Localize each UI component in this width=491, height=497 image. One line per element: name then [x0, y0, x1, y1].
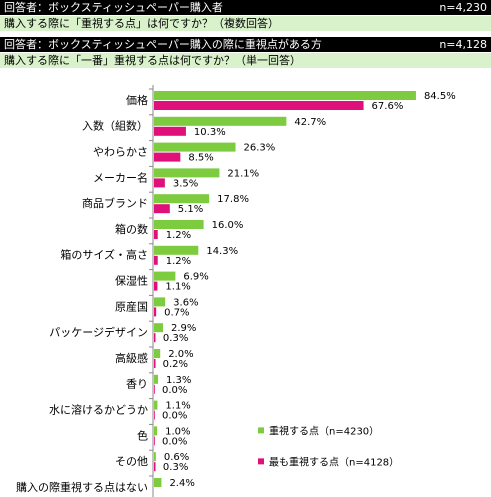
category-label: やわらかさ: [93, 146, 148, 159]
bar-important: [154, 374, 159, 384]
data-label: 17.8%: [217, 194, 249, 205]
bar-important: [154, 142, 236, 152]
bar-most-important: [154, 359, 156, 368]
respondents-header-2: 回答者：ボックスティッシュペーパー購入の際に重視点がある方 n=4,128: [0, 37, 491, 52]
bar-most-important: [154, 281, 158, 291]
data-label: 26.3%: [244, 143, 276, 154]
data-label: 14.3%: [206, 246, 238, 257]
bar-important: [154, 168, 220, 178]
data-label: 0.0%: [162, 385, 187, 396]
legend-label: 最も重視する点（n=4128）: [269, 455, 399, 468]
data-label: 0.2%: [163, 359, 188, 370]
data-label: 1.3%: [166, 375, 191, 386]
sample-size-1: n=4,230: [439, 1, 487, 14]
bar-important: [154, 478, 162, 487]
bar-most-important: [154, 178, 165, 188]
data-label: 2.9%: [171, 323, 196, 334]
data-label: 8.5%: [188, 153, 213, 164]
category-label: 価格: [126, 93, 148, 107]
question-header-2: 購入する際に「一番」重視する点は何ですか？（単一回答）: [0, 53, 491, 68]
category-label: パッケージデザイン: [49, 325, 148, 339]
bar-most-important: [154, 307, 157, 317]
category-label: その他: [115, 455, 148, 468]
legend-label: 重視する点（n=4230）: [269, 424, 379, 437]
bar-important: [154, 194, 210, 204]
bar-most-important: [154, 255, 158, 265]
bar-important: [154, 220, 204, 229]
data-label: 0.6%: [164, 452, 189, 463]
data-label: 67.6%: [372, 101, 404, 112]
data-label: 0.3%: [163, 462, 188, 473]
category-label: 箱の数: [115, 222, 148, 236]
data-label: 1.2%: [166, 230, 191, 241]
category-label: メーカー名: [93, 170, 148, 184]
data-label: 10.3%: [194, 127, 226, 138]
data-label: 0.7%: [164, 307, 189, 318]
data-label: 1.1%: [165, 282, 190, 293]
bar-important: [154, 245, 199, 255]
question-header-1: 購入する際に「重視する点」は何ですか？（複数回答）: [0, 16, 491, 31]
bar-most-important: [154, 101, 364, 110]
data-label: 16.0%: [212, 220, 244, 231]
bar-important: [154, 271, 176, 281]
bar-most-important: [154, 204, 170, 214]
question-text-2: 購入する際に「一番」重視する点は何ですか？（単一回答）: [4, 54, 301, 67]
data-label: 6.9%: [183, 272, 208, 283]
category-label: 箱のサイズ・高さ: [60, 248, 148, 262]
data-label: 2.4%: [169, 478, 194, 489]
category-label: 保湿性: [115, 274, 148, 288]
data-label: 42.7%: [294, 117, 326, 128]
data-label: 0.3%: [163, 333, 188, 344]
bar-most-important: [154, 152, 181, 162]
category-label: 水に溶けるかどうか: [49, 403, 148, 417]
bar-important: [154, 452, 156, 462]
bar-most-important: [154, 436, 155, 446]
bar-important: [154, 349, 161, 358]
bar-most-important: [154, 384, 155, 394]
bar-important: [154, 400, 158, 410]
category-label: 高級感: [115, 351, 148, 365]
data-label: 21.1%: [227, 168, 259, 179]
data-label: 84.5%: [424, 91, 456, 102]
bar-important: [154, 323, 163, 333]
data-label: 2.0%: [168, 349, 193, 360]
category-label: 購入の際重視する点はない: [16, 480, 148, 494]
data-label: 5.1%: [178, 204, 203, 215]
respondents-header-1: 回答者：ボックスティッシュペーパー購入者 n=4,230: [0, 0, 491, 15]
category-label: 商品ブランド: [82, 196, 148, 210]
category-label: 原産国: [115, 300, 148, 313]
bar-most-important: [154, 230, 158, 239]
bar-most-important: [154, 126, 186, 136]
respondents-label-1: 回答者：ボックスティッシュペーパー購入者: [4, 1, 223, 14]
data-label: 3.5%: [173, 178, 198, 189]
data-label: 1.1%: [165, 401, 190, 412]
sample-size-2: n=4,128: [439, 38, 487, 51]
bar-most-important: [154, 410, 155, 420]
data-label: 0.0%: [162, 436, 187, 447]
question-text-1: 購入する際に「重視する点」は何ですか？（複数回答）: [4, 17, 279, 30]
legend-swatch: [258, 427, 264, 434]
bar-important: [154, 297, 166, 307]
bar-important: [154, 116, 287, 126]
data-label: 3.6%: [173, 297, 198, 308]
data-label: 0.0%: [162, 411, 187, 422]
respondents-label-2: 回答者：ボックスティッシュペーパー購入の際に重視点がある方: [4, 38, 322, 51]
category-label: 色: [137, 428, 148, 442]
data-label: 1.2%: [166, 256, 191, 267]
category-label: 入数（組数）: [82, 120, 148, 133]
bar-chart: 価格 84.5% 67.6% 入数（組数） 42.7% 10.3% やわらかさ 26.3% 8.…: [16, 85, 456, 497]
bar-important: [154, 91, 416, 100]
bar-important: [154, 426, 158, 436]
bar-most-important: [154, 333, 156, 343]
data-label: 1.0%: [165, 426, 190, 437]
bar-most-important: [154, 462, 156, 472]
legend-swatch: [258, 458, 264, 465]
category-label: 香り: [126, 378, 148, 391]
